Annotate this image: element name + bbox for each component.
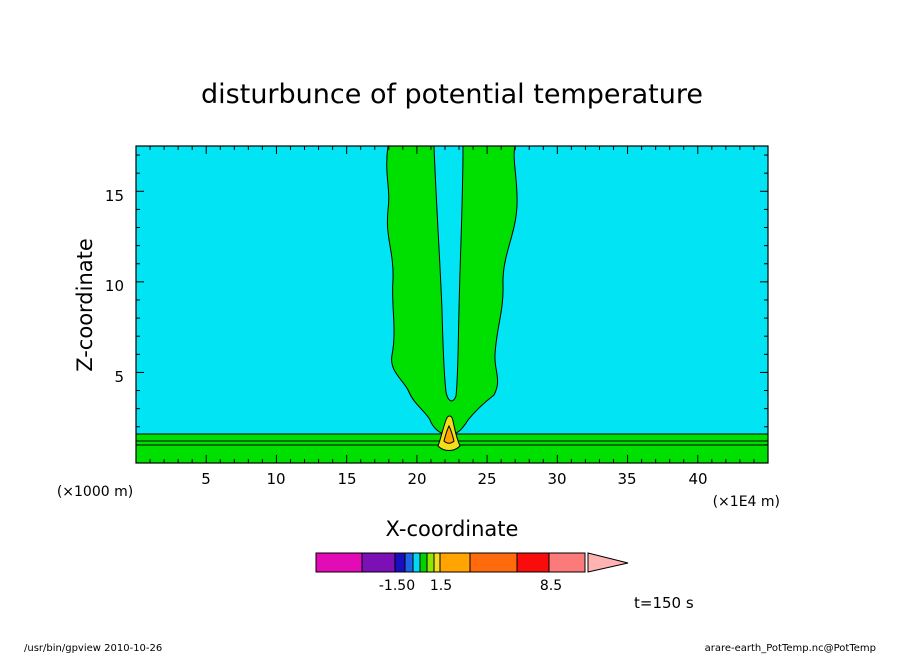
x-tick-label: 15 <box>337 470 356 488</box>
y-axis-label: Z-coordinate <box>73 238 97 372</box>
y-axis: 5 10 15 (×1000 m) Z-coordinate <box>57 187 133 500</box>
x-tick-label: 10 <box>266 470 285 488</box>
y-tick-label: 5 <box>114 368 124 386</box>
x-axis: 5 10 15 20 25 30 35 40 (×1E4 m) X-coordi… <box>201 470 780 541</box>
footer-left: /usr/bin/gpview 2010-10-26 <box>24 643 162 654</box>
colorbar-label: 1.5 <box>430 578 452 594</box>
colorbar-cell <box>404 552 414 573</box>
colorbar-label: 8.5 <box>540 578 562 594</box>
colorbar-cell <box>433 552 441 573</box>
x-unit-note: (×1E4 m) <box>713 494 780 510</box>
colorbar-cell <box>516 552 550 573</box>
time-label: t=150 s <box>634 594 694 612</box>
plot-frame <box>135 145 769 464</box>
axis-ticks <box>136 146 768 463</box>
colorbar-cell <box>426 552 435 573</box>
x-tick-label: 35 <box>617 470 636 488</box>
colorbar-cell <box>412 552 421 573</box>
colorbar-cell <box>361 552 396 573</box>
colorbar: -1.50 1.5 8.5 <box>315 552 629 594</box>
colorbar-cell <box>315 552 363 573</box>
x-tick-label: 5 <box>201 470 211 488</box>
footer-right: arare-earth_PotTemp.nc@PotTemp <box>705 643 876 654</box>
colorbar-cell <box>439 552 471 573</box>
x-tick-label: 20 <box>407 470 426 488</box>
x-tick-label: 30 <box>547 470 566 488</box>
y-unit-note: (×1000 m) <box>57 484 133 500</box>
chart-title: disturbunce of potential temperature <box>201 79 703 110</box>
colorbar-cell <box>548 552 586 573</box>
colorbar-cells <box>315 552 586 573</box>
y-tick-label: 10 <box>105 277 124 295</box>
colorbar-label: -1.50 <box>379 578 415 594</box>
colorbar-cell <box>469 552 518 573</box>
hot-core-inner <box>443 424 455 444</box>
x-axis-label: X-coordinate <box>386 517 519 541</box>
colorbar-cell <box>394 552 406 573</box>
x-tick-label: 40 <box>688 470 707 488</box>
colorbar-cell <box>419 552 428 573</box>
plume-cavity <box>433 145 464 402</box>
plot-area <box>135 145 769 464</box>
colorbar-arrow <box>587 552 629 573</box>
y-tick-label: 15 <box>105 187 124 205</box>
x-tick-label: 25 <box>477 470 496 488</box>
